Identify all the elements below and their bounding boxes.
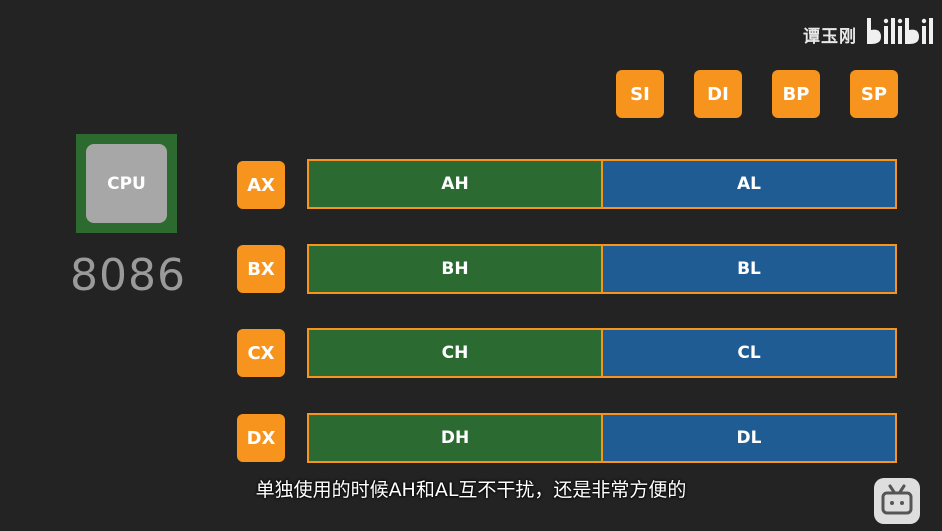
register-ax: AX — [237, 161, 285, 209]
register-ax-bar: AH AL — [307, 159, 897, 209]
register-bh: BH — [309, 246, 603, 292]
bilibili-tv-icon[interactable] — [872, 476, 922, 526]
register-cl: CL — [603, 330, 895, 376]
register-bx-bar: BH BL — [307, 244, 897, 294]
register-si: SI — [616, 70, 664, 118]
register-ch: CH — [309, 330, 603, 376]
register-ah: AH — [309, 161, 603, 207]
cpu-chip-icon: CPU — [76, 134, 177, 233]
video-subtitle: 单独使用的时候AH和AL互不干扰，还是非常方便的 — [255, 479, 687, 501]
bilibili-logo-icon — [867, 18, 933, 44]
register-bx: BX — [237, 245, 285, 293]
register-dx-bar: DH DL — [307, 413, 897, 463]
register-bp: BP — [772, 70, 820, 118]
register-dx: DX — [237, 414, 285, 462]
register-cx: CX — [237, 329, 285, 377]
register-al: AL — [603, 161, 895, 207]
register-di: DI — [694, 70, 742, 118]
cpu-model: 8086 — [70, 250, 186, 301]
register-dh: DH — [309, 415, 603, 461]
watermark-author: 谭玉刚 — [803, 27, 857, 47]
register-sp: SP — [850, 70, 898, 118]
register-bl: BL — [603, 246, 895, 292]
register-dl: DL — [603, 415, 895, 461]
cpu-chip-label: CPU — [86, 144, 167, 223]
register-cx-bar: CH CL — [307, 328, 897, 378]
